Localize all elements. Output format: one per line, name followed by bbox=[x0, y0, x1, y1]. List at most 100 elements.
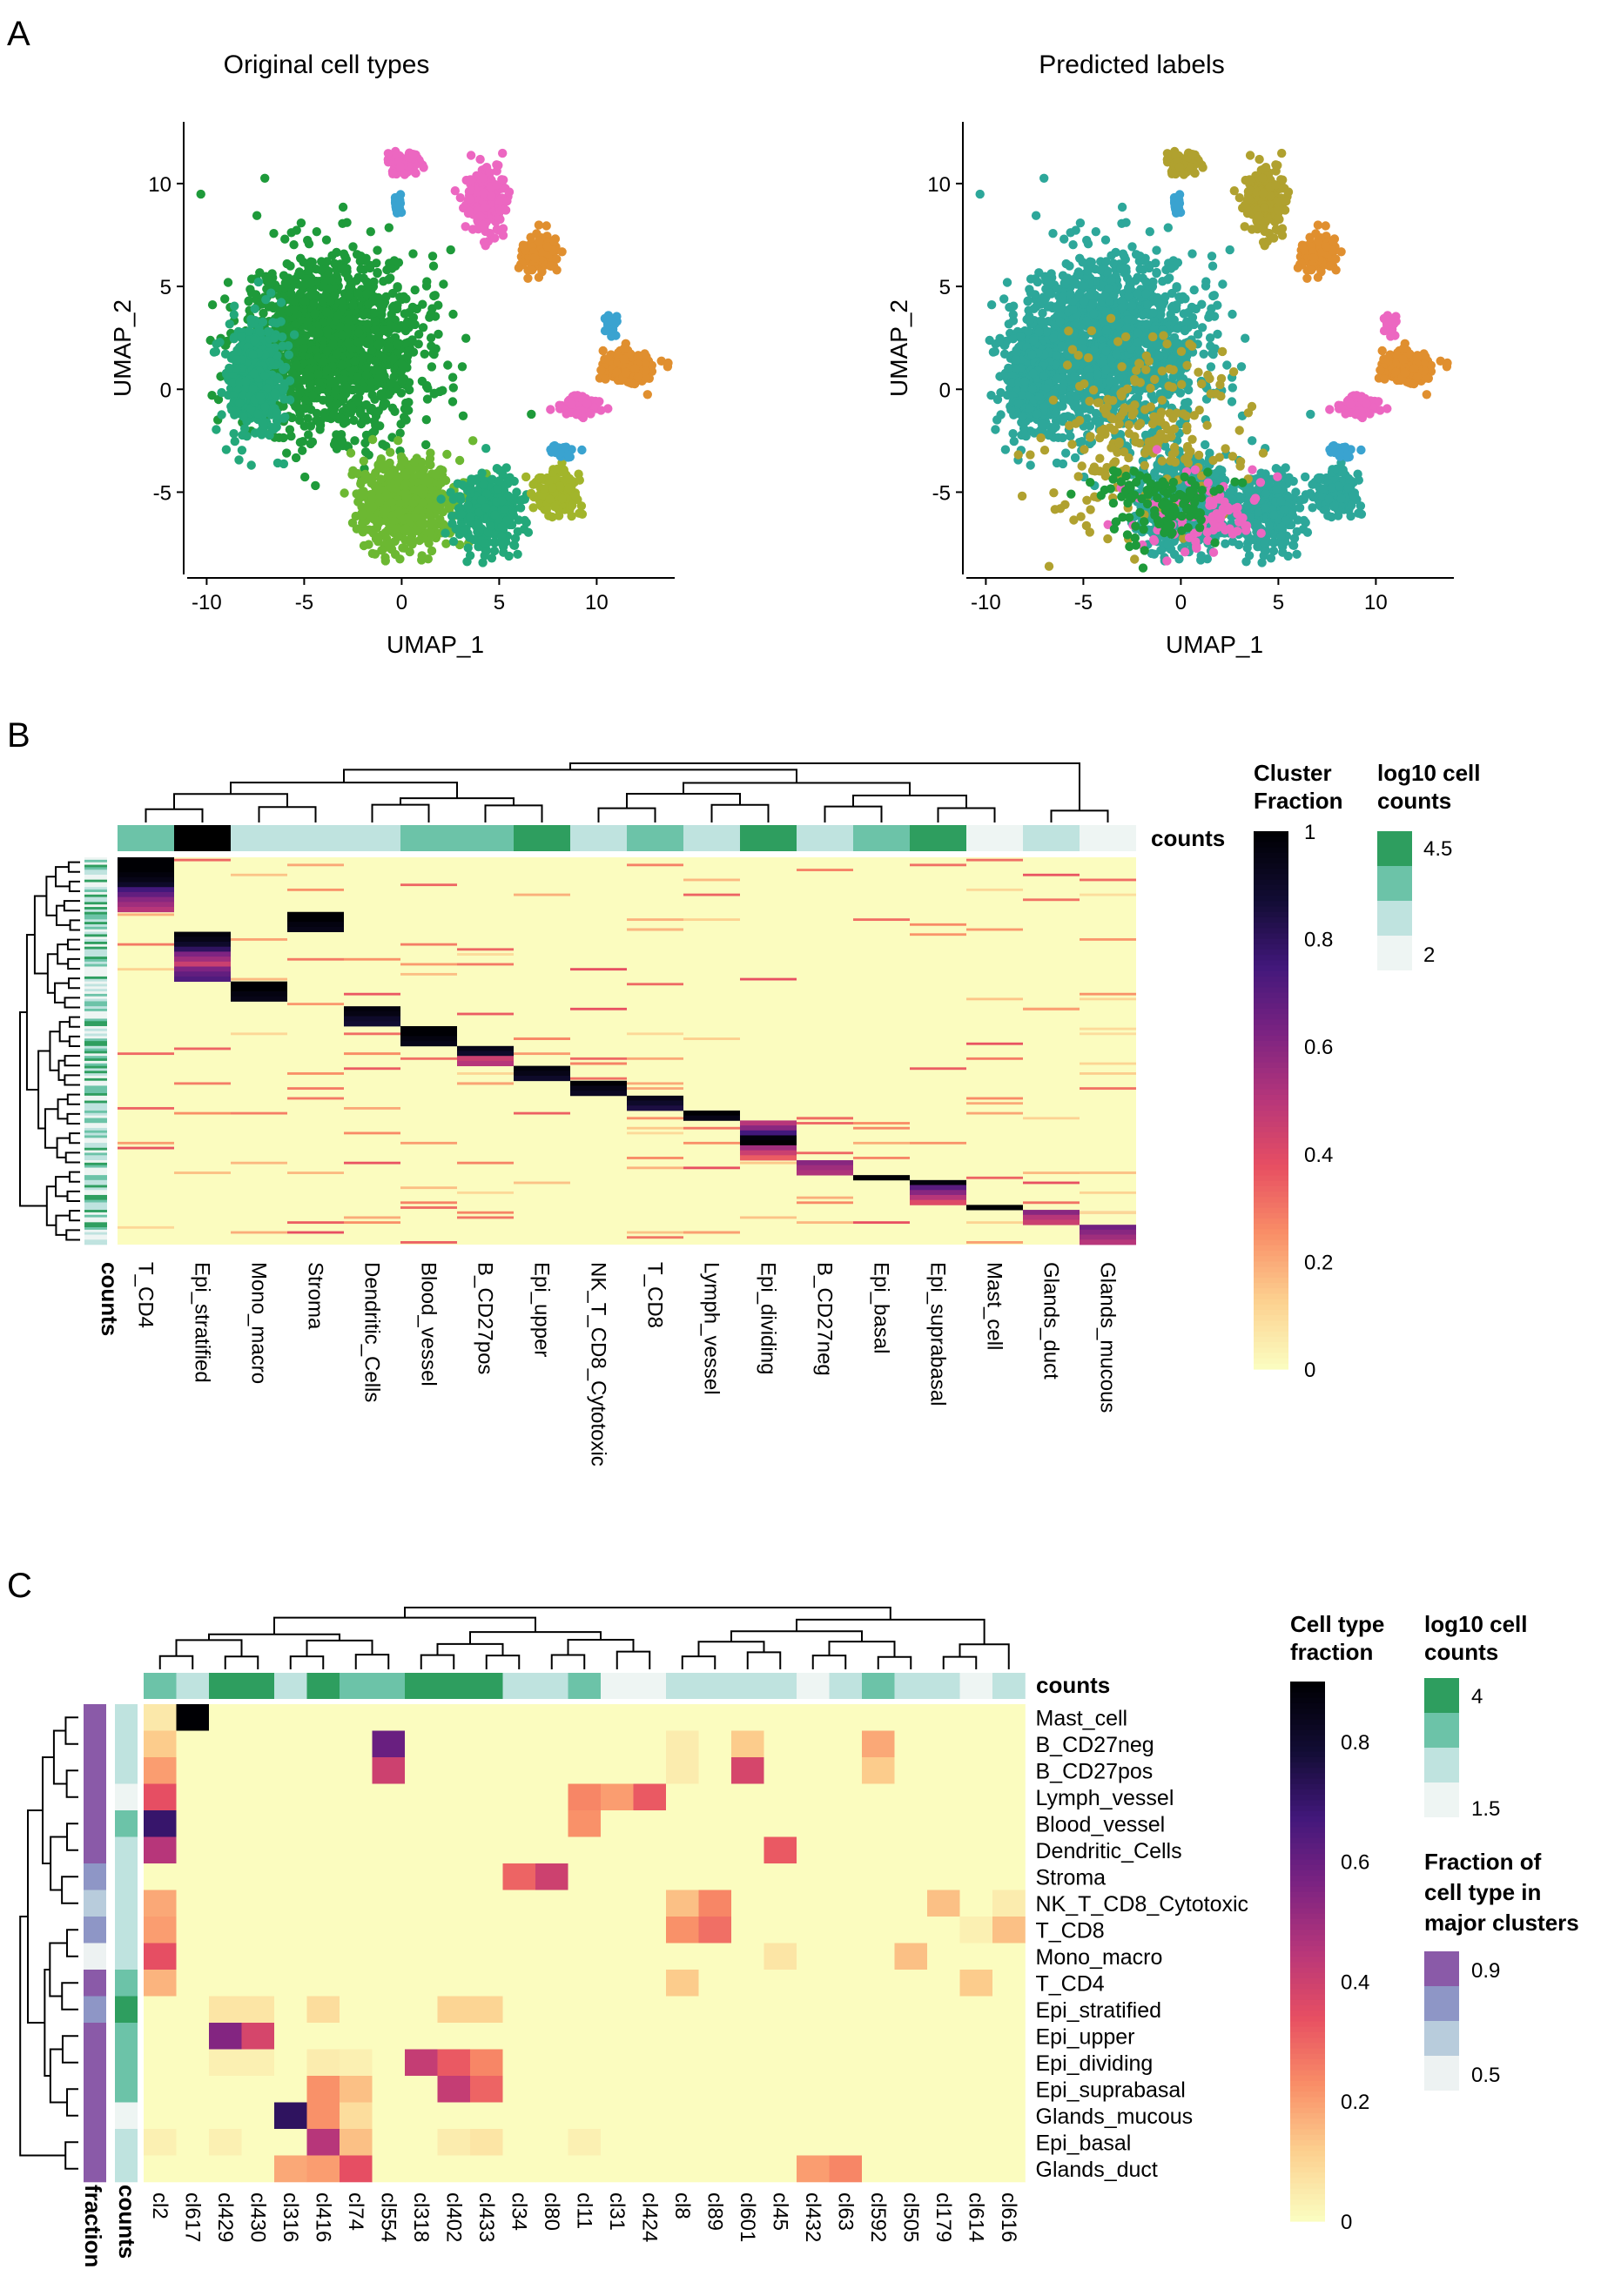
umap-point bbox=[1061, 258, 1071, 269]
umap-point bbox=[373, 537, 383, 547]
umap-point bbox=[475, 211, 485, 221]
umap-point bbox=[259, 371, 270, 381]
umap-point bbox=[518, 240, 528, 250]
umap-point bbox=[1039, 173, 1049, 183]
umap-point bbox=[343, 315, 353, 325]
umap-point bbox=[299, 258, 308, 267]
umap-point bbox=[331, 386, 340, 396]
umap-point bbox=[380, 507, 390, 517]
umap-point bbox=[278, 386, 288, 395]
umap-point bbox=[299, 421, 309, 431]
umap-point bbox=[250, 304, 259, 313]
umap-point bbox=[289, 305, 299, 314]
umap-point bbox=[227, 405, 237, 415]
umap-point bbox=[400, 468, 410, 478]
umap-point bbox=[392, 150, 402, 159]
umap-point bbox=[497, 532, 507, 541]
umap-point bbox=[223, 278, 233, 287]
umap-point bbox=[370, 394, 380, 404]
umap-original-ylabel: UMAP_2 bbox=[109, 299, 136, 397]
umap-point bbox=[249, 368, 259, 379]
y-tick-label: 0 bbox=[160, 379, 172, 402]
umap-point bbox=[253, 277, 264, 287]
umap-point bbox=[450, 186, 460, 196]
umap-point bbox=[374, 299, 384, 308]
umap-point bbox=[370, 325, 380, 335]
umap-point bbox=[311, 480, 320, 491]
umap-point bbox=[373, 267, 382, 278]
umap-point bbox=[542, 505, 551, 514]
umap-point bbox=[479, 224, 489, 233]
umap-point bbox=[362, 319, 373, 329]
umap-point bbox=[466, 512, 475, 522]
umap-point bbox=[260, 173, 270, 183]
umap-point bbox=[426, 460, 435, 470]
umap-point bbox=[373, 245, 382, 255]
umap-point bbox=[630, 364, 640, 373]
umap-point bbox=[377, 546, 387, 555]
umap-point bbox=[322, 257, 332, 266]
umap-point bbox=[575, 508, 584, 518]
umap-point bbox=[348, 242, 358, 252]
umap-point bbox=[475, 154, 485, 164]
umap-point bbox=[380, 460, 390, 470]
x-tick-label: 10 bbox=[585, 591, 609, 614]
umap-point bbox=[515, 503, 526, 513]
umap-point bbox=[502, 196, 512, 206]
umap-point bbox=[289, 330, 299, 339]
umap-point bbox=[339, 249, 349, 258]
umap-point bbox=[305, 265, 314, 275]
umap-point bbox=[272, 407, 281, 418]
umap-point bbox=[299, 344, 308, 353]
umap-point bbox=[380, 372, 389, 381]
umap-point bbox=[554, 511, 564, 520]
umap-point bbox=[300, 296, 310, 306]
umap-point bbox=[521, 472, 531, 482]
umap-point bbox=[367, 377, 376, 386]
umap-point bbox=[343, 273, 353, 283]
umap-point bbox=[486, 521, 495, 531]
umap-point bbox=[425, 527, 435, 537]
umap-point bbox=[404, 406, 414, 415]
umap-point bbox=[481, 163, 492, 172]
umap-point bbox=[337, 393, 346, 403]
umap-point bbox=[319, 356, 329, 366]
umap-point bbox=[229, 310, 239, 319]
umap-point bbox=[492, 180, 501, 190]
umap-point bbox=[279, 365, 288, 374]
umap-point bbox=[539, 484, 549, 493]
umap-point bbox=[999, 294, 1009, 304]
umap-point bbox=[394, 532, 403, 541]
umap-point bbox=[394, 258, 404, 267]
umap-point bbox=[296, 218, 306, 228]
umap-point bbox=[621, 368, 630, 378]
umap-point bbox=[393, 339, 402, 349]
umap-point bbox=[337, 436, 347, 446]
umap-point bbox=[384, 342, 394, 352]
umap-point bbox=[434, 300, 443, 310]
umap-point bbox=[401, 524, 411, 534]
umap-point bbox=[322, 326, 332, 335]
umap-point bbox=[504, 551, 514, 561]
umap-point bbox=[498, 231, 508, 240]
umap-point bbox=[276, 317, 286, 326]
umap-point bbox=[400, 170, 409, 179]
umap-point bbox=[259, 420, 268, 430]
umap-point bbox=[322, 366, 332, 375]
umap-point bbox=[481, 203, 490, 212]
umap-point bbox=[244, 297, 253, 306]
umap-point bbox=[1117, 202, 1127, 212]
umap-point bbox=[479, 480, 488, 489]
umap-point bbox=[346, 448, 356, 458]
umap-point bbox=[523, 273, 533, 283]
umap-point bbox=[295, 270, 305, 280]
umap-point bbox=[356, 477, 367, 487]
umap-point bbox=[406, 338, 415, 348]
umap-point bbox=[504, 187, 515, 197]
umap-point bbox=[598, 346, 608, 356]
umap-point bbox=[1138, 265, 1148, 274]
umap-point bbox=[343, 339, 353, 348]
umap-point bbox=[427, 341, 436, 351]
umap-point bbox=[549, 501, 560, 512]
